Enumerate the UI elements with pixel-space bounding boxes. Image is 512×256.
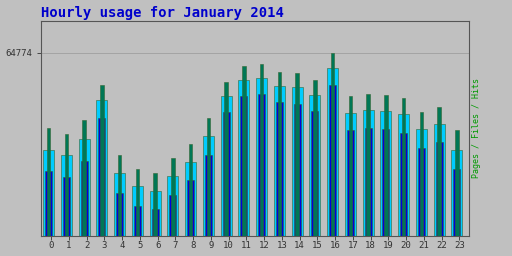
Bar: [44, 150, 54, 256]
Bar: [136, 169, 139, 256]
Bar: [171, 158, 175, 256]
Bar: [294, 104, 301, 256]
Bar: [47, 128, 51, 256]
Bar: [187, 180, 194, 256]
Bar: [256, 78, 267, 256]
Bar: [65, 134, 68, 256]
Bar: [134, 206, 141, 256]
Bar: [152, 209, 159, 256]
Bar: [402, 98, 406, 256]
Bar: [455, 131, 459, 256]
Bar: [274, 86, 285, 256]
Bar: [63, 177, 70, 256]
Bar: [79, 139, 90, 256]
Bar: [420, 112, 423, 256]
Bar: [437, 107, 441, 256]
Bar: [292, 87, 303, 256]
Bar: [61, 155, 72, 256]
Bar: [276, 102, 283, 256]
Bar: [398, 114, 409, 256]
Bar: [224, 82, 228, 256]
Bar: [384, 95, 388, 256]
Bar: [453, 169, 460, 256]
Text: Hourly usage for January 2014: Hourly usage for January 2014: [41, 6, 284, 19]
Bar: [416, 129, 427, 256]
Bar: [114, 174, 125, 256]
Bar: [98, 118, 105, 256]
Bar: [82, 120, 86, 256]
Bar: [278, 72, 281, 256]
Bar: [100, 85, 104, 256]
Bar: [81, 161, 88, 256]
Bar: [260, 64, 263, 256]
Bar: [221, 96, 231, 256]
Bar: [132, 186, 143, 256]
Bar: [452, 150, 462, 256]
Bar: [185, 162, 196, 256]
Bar: [365, 128, 372, 256]
Bar: [223, 112, 230, 256]
Bar: [205, 155, 212, 256]
Bar: [380, 111, 391, 256]
Bar: [347, 131, 354, 256]
Bar: [295, 73, 299, 256]
Bar: [150, 191, 161, 256]
Bar: [367, 94, 370, 256]
Bar: [382, 129, 389, 256]
Bar: [203, 136, 214, 256]
Bar: [311, 111, 318, 256]
Bar: [207, 118, 210, 256]
Bar: [239, 80, 249, 256]
Bar: [434, 124, 444, 256]
Bar: [241, 96, 247, 256]
Bar: [362, 110, 374, 256]
Bar: [331, 53, 334, 256]
Bar: [309, 95, 321, 256]
Bar: [169, 195, 177, 256]
Bar: [436, 142, 442, 256]
Bar: [345, 113, 356, 256]
Bar: [154, 174, 157, 256]
Bar: [400, 133, 407, 256]
Bar: [258, 94, 265, 256]
Bar: [118, 155, 121, 256]
Bar: [96, 100, 108, 256]
Bar: [116, 193, 123, 256]
Bar: [349, 96, 352, 256]
Bar: [329, 85, 336, 256]
Bar: [327, 68, 338, 256]
Bar: [313, 80, 316, 256]
Bar: [45, 171, 52, 256]
Bar: [189, 144, 193, 256]
Bar: [242, 66, 246, 256]
Bar: [418, 148, 425, 256]
Bar: [167, 176, 178, 256]
